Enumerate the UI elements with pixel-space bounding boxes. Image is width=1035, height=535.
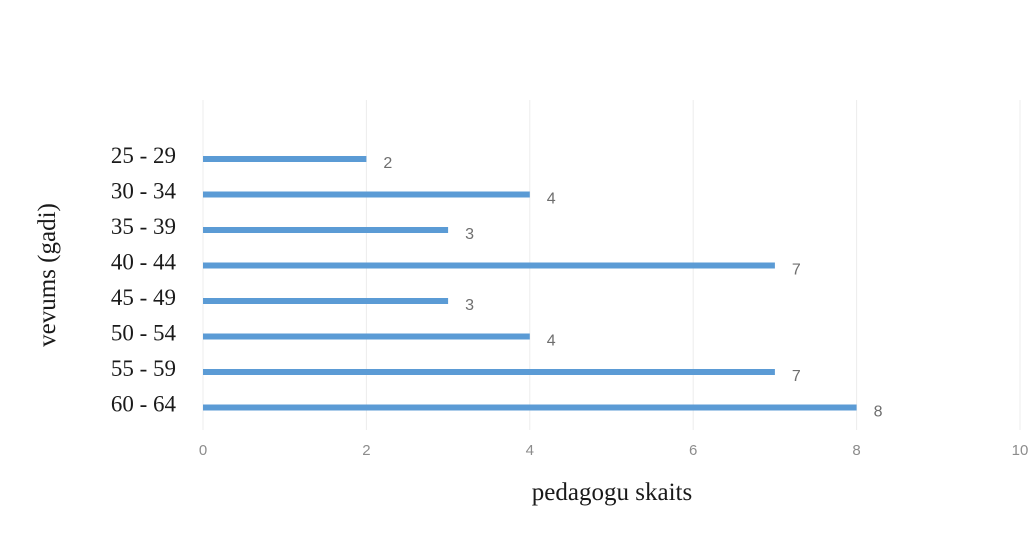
category-label: 30 - 34 — [111, 179, 177, 204]
x-tick-label: 4 — [526, 442, 534, 459]
bar-60-64 — [203, 404, 857, 411]
data-label: 7 — [792, 368, 801, 385]
x-tick-label: 6 — [689, 442, 697, 459]
bar-40-44 — [203, 262, 775, 269]
category-labels: 25 - 29 30 - 34 35 - 39 40 - 44 45 - 49 50 - … — [111, 143, 177, 417]
y-axis-title: vevums (gadi) — [34, 203, 61, 347]
data-labels: 2 4 3 7 3 4 7 8 — [383, 155, 882, 421]
bar-50-54 — [203, 333, 530, 340]
bar-25-29 — [203, 156, 367, 162]
data-label: 3 — [465, 226, 474, 243]
category-label: 40 - 44 — [111, 250, 177, 275]
data-label: 7 — [792, 262, 801, 279]
data-label: 2 — [383, 155, 392, 172]
x-axis-title: pedagogu skaits — [532, 479, 692, 506]
bars — [203, 156, 857, 411]
data-label: 8 — [874, 404, 883, 421]
category-label: 35 - 39 — [111, 214, 176, 239]
bar-45-49 — [203, 298, 449, 304]
x-tick-label: 10 — [1012, 442, 1029, 459]
category-label: 55 - 59 — [111, 356, 176, 381]
category-label: 60 - 64 — [111, 392, 177, 417]
bar-55-59 — [203, 369, 775, 375]
category-label: 25 - 29 — [111, 143, 176, 168]
category-label: 50 - 54 — [111, 321, 177, 346]
x-tick-label: 2 — [362, 442, 370, 459]
bar-35-39 — [203, 227, 449, 233]
category-label: 45 - 49 — [111, 285, 176, 310]
x-tick-label: 0 — [199, 442, 207, 459]
data-label: 3 — [465, 297, 474, 314]
bar-30-34 — [203, 191, 530, 198]
data-label: 4 — [547, 333, 556, 350]
x-tick-label: 8 — [852, 442, 860, 459]
x-tick-labels: 0 2 4 6 8 10 — [199, 442, 1029, 459]
data-label: 4 — [547, 191, 556, 208]
